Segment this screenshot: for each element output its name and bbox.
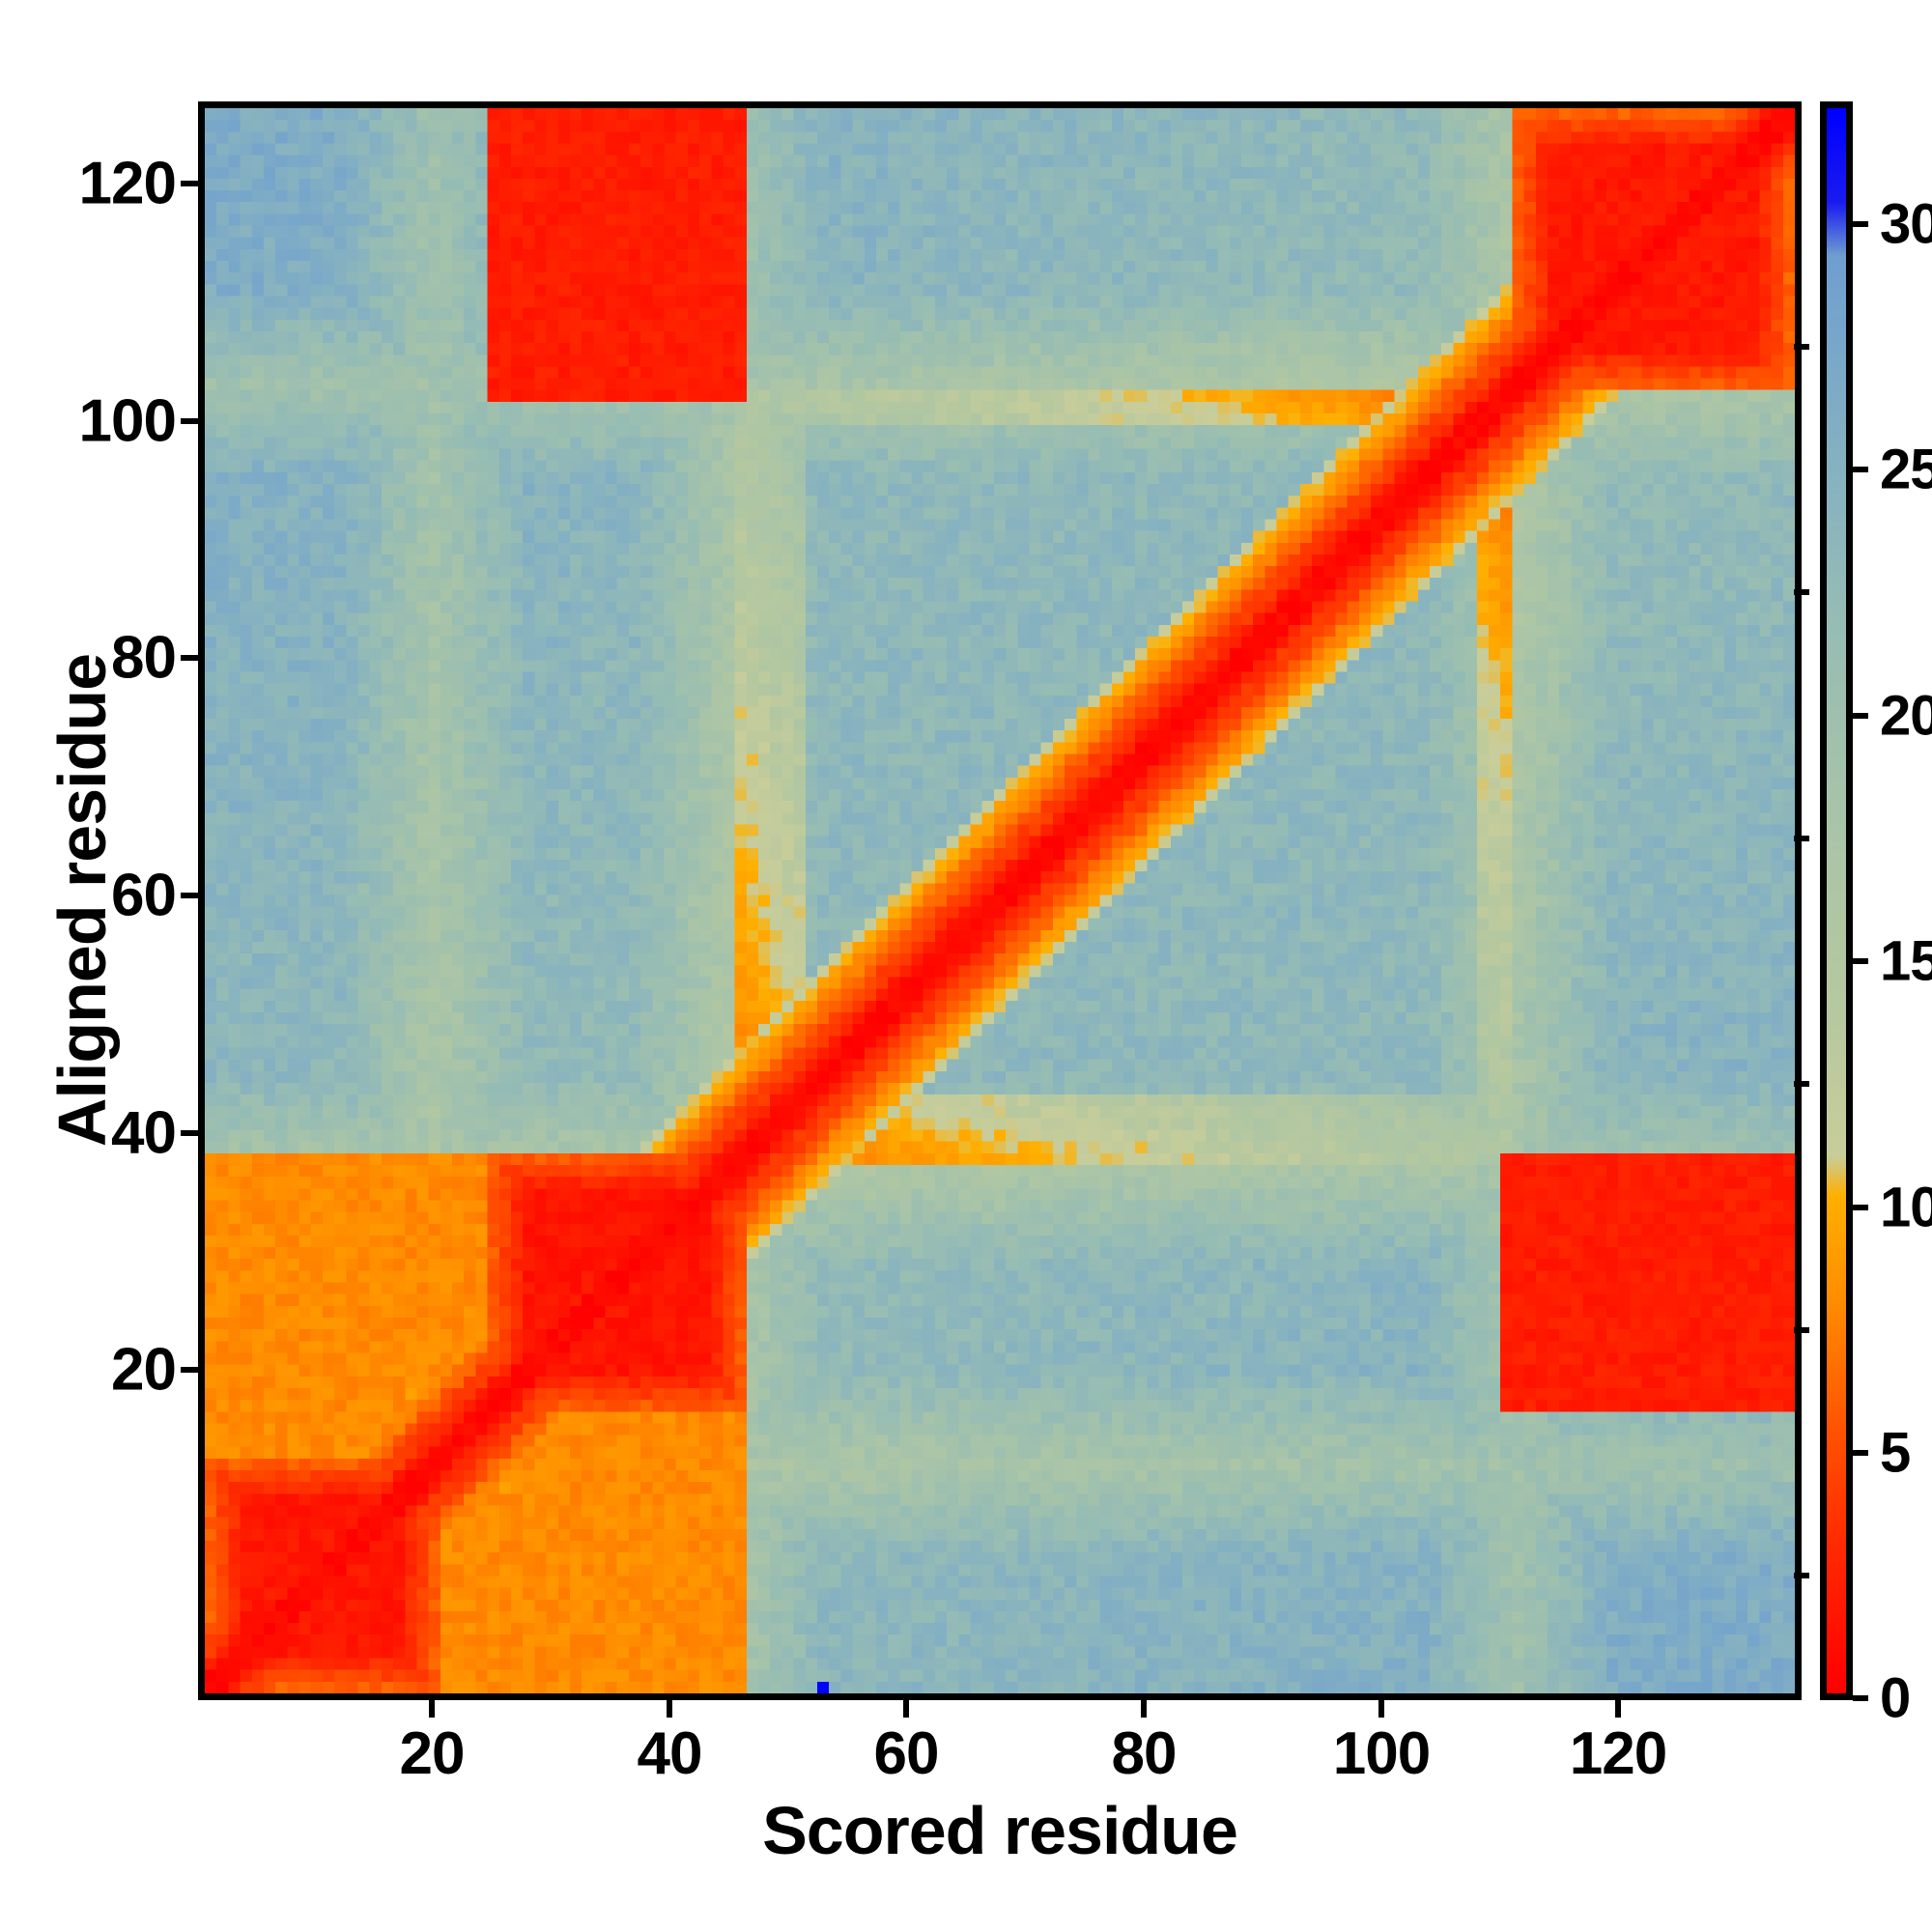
colorbar-label-10: 10 — [1880, 1176, 1932, 1239]
colorbar — [1820, 101, 1853, 1700]
colorbar-tick-mark-5 — [1853, 1450, 1868, 1456]
colorbar-label-25: 25 — [1880, 438, 1932, 501]
colorbar-label-0: 0 — [1880, 1666, 1911, 1730]
colorbar-minor-tick-275 — [1794, 344, 1809, 350]
x-tick-mark-40 — [667, 1700, 672, 1718]
y-tick-mark-20 — [181, 1367, 198, 1373]
x-tick-mark-120 — [1615, 1700, 1621, 1718]
x-axis-title: Scored residue — [762, 1793, 1238, 1868]
colorbar-label-20: 20 — [1880, 684, 1932, 748]
colorbar-tick-mark-30 — [1853, 221, 1868, 227]
x-tick-label-60: 60 — [873, 1720, 940, 1787]
y-tick-label-20: 20 — [111, 1336, 177, 1404]
heatmap-canvas — [205, 108, 1795, 1693]
x-tick-mark-20 — [429, 1700, 435, 1718]
x-tick-label-120: 120 — [1569, 1720, 1667, 1787]
y-tick-label-100: 100 — [78, 387, 177, 455]
y-tick-label-40: 40 — [111, 1099, 177, 1167]
x-tick-mark-60 — [903, 1700, 909, 1718]
y-tick-mark-40 — [181, 1130, 198, 1136]
y-tick-mark-60 — [181, 893, 198, 898]
y-tick-label-120: 120 — [78, 150, 177, 217]
colorbar-minor-tick-25 — [1794, 1573, 1809, 1578]
colorbar-minor-tick-225 — [1794, 589, 1809, 595]
y-tick-mark-100 — [181, 418, 198, 424]
colorbar-tick-mark-15 — [1853, 958, 1868, 964]
y-axis-title: Aligned residue — [44, 653, 120, 1148]
y-tick-mark-80 — [181, 655, 198, 661]
colorbar-label-5: 5 — [1880, 1421, 1911, 1485]
colorbar-minor-tick-175 — [1794, 836, 1809, 841]
x-tick-label-40: 40 — [637, 1720, 703, 1787]
y-tick-label-80: 80 — [111, 624, 177, 692]
x-tick-mark-80 — [1141, 1700, 1147, 1718]
x-tick-mark-100 — [1378, 1700, 1384, 1718]
colorbar-label-30: 30 — [1880, 192, 1932, 256]
colorbar-tick-mark-20 — [1853, 713, 1868, 719]
colorbar-tick-mark-0 — [1853, 1695, 1868, 1701]
x-tick-label-20: 20 — [399, 1720, 466, 1787]
colorbar-gradient — [1827, 108, 1846, 1693]
y-tick-mark-120 — [181, 181, 198, 186]
x-tick-label-80: 80 — [1111, 1720, 1178, 1787]
y-tick-label-60: 60 — [111, 862, 177, 929]
colorbar-label-15: 15 — [1880, 929, 1932, 993]
colorbar-minor-tick-125 — [1794, 1081, 1809, 1087]
heatmap-plot-area — [198, 101, 1802, 1700]
colorbar-minor-tick-75 — [1794, 1327, 1809, 1333]
colorbar-tick-mark-25 — [1853, 467, 1868, 472]
colorbar-tick-mark-10 — [1853, 1205, 1868, 1210]
x-tick-label-100: 100 — [1332, 1720, 1431, 1787]
